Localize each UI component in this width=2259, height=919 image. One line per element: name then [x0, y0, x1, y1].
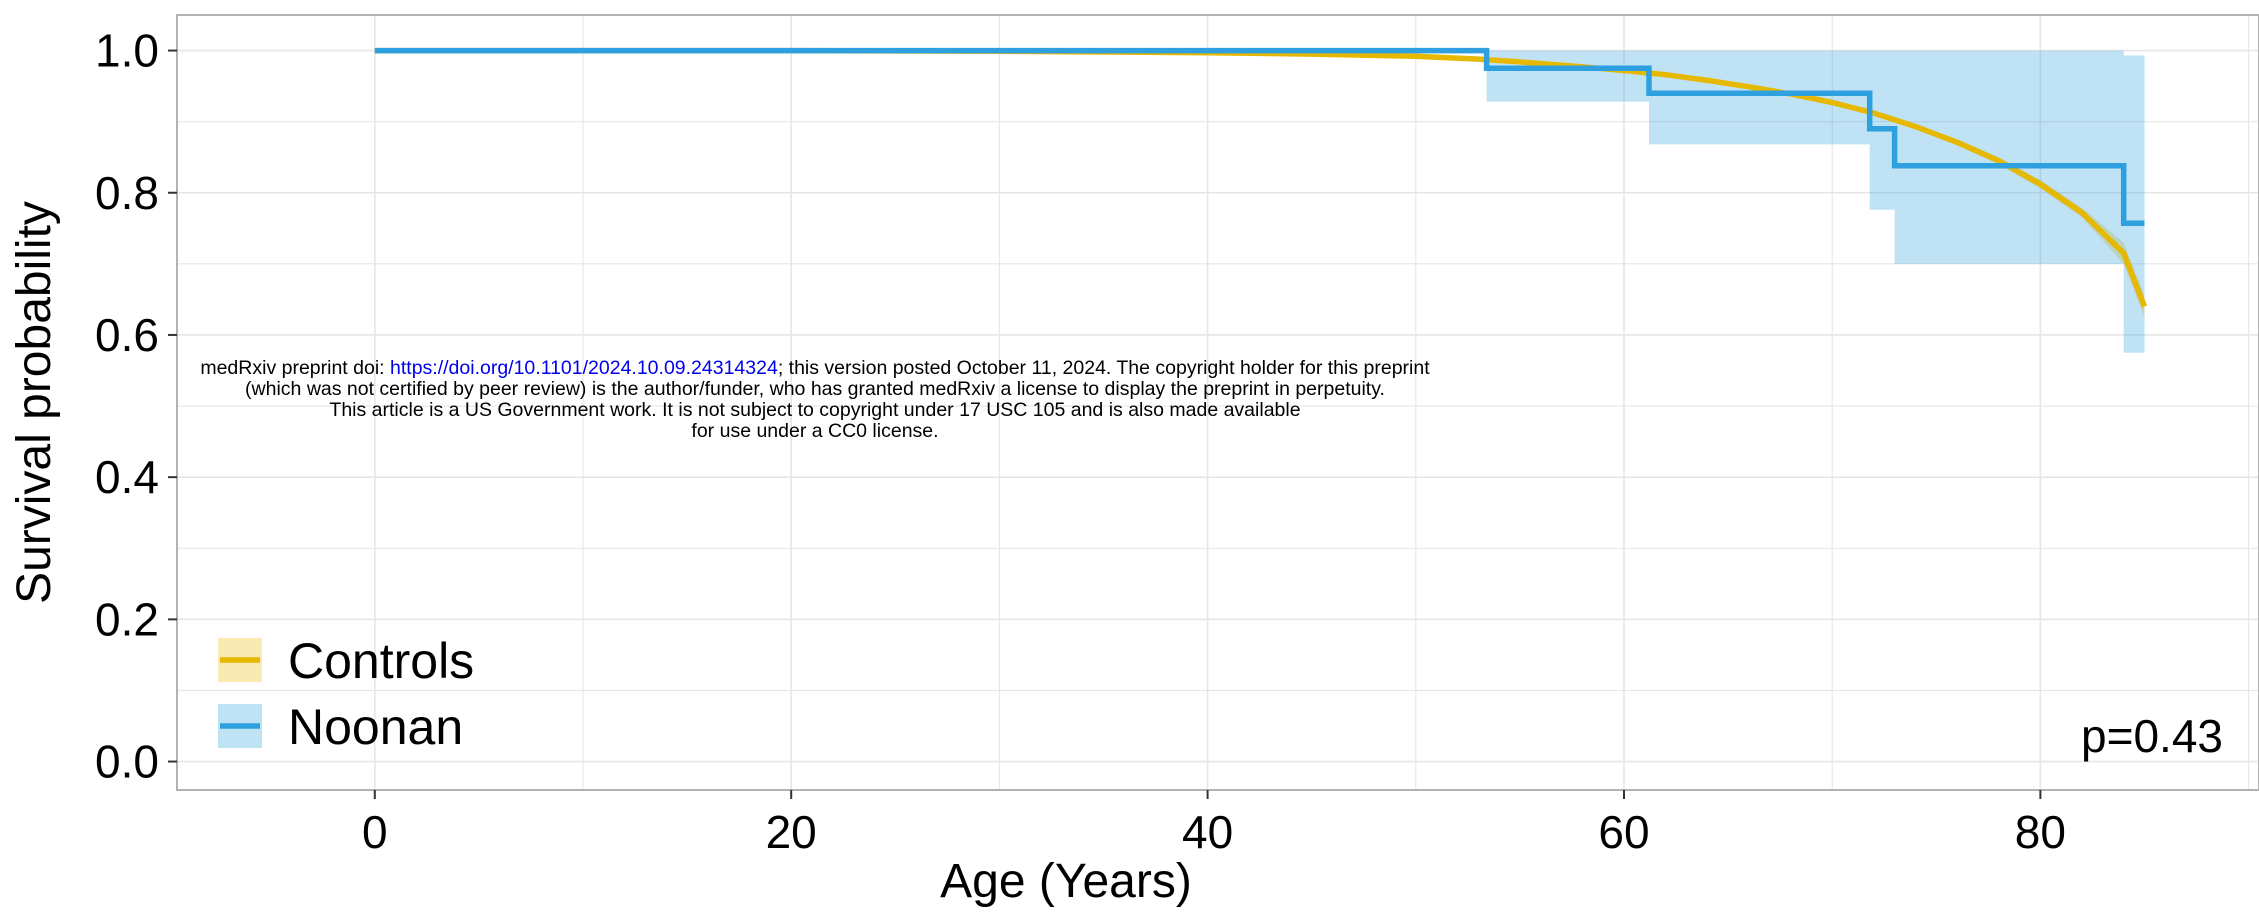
- notice-line-1-prefix: medRxiv preprint doi:: [200, 357, 391, 379]
- notice-line-1-suffix: ; this version posted October 11, 2024. …: [777, 357, 1430, 379]
- x-tick-label: 20: [766, 806, 817, 858]
- legend-label-noonan: Noonan: [288, 699, 463, 755]
- notice-line-4: for use under a CC0 license.: [691, 420, 939, 442]
- plot-panel-border: [176, 14, 2259, 791]
- x-axis-title: Age (Years): [940, 855, 1192, 908]
- y-tick-label: 0.2: [95, 593, 159, 645]
- x-tick-label: 0: [362, 806, 388, 858]
- y-tick-label: 0.8: [95, 167, 159, 219]
- y-tick-label: 0.4: [95, 451, 159, 503]
- legend-label-controls: Controls: [288, 633, 474, 689]
- x-tick-label: 80: [2015, 806, 2066, 858]
- notice-line-3: This article is a US Government work. It…: [329, 399, 1301, 421]
- doi-link[interactable]: https://doi.org/10.1101/2024.10.09.24314…: [390, 357, 778, 379]
- notice-line-2: (which was not certified by peer review)…: [245, 378, 1385, 400]
- preprint-notice: medRxiv preprint doi: https://doi.org/10…: [40, 358, 1590, 442]
- y-tick-label: 0.6: [95, 309, 159, 361]
- notice-line-1: medRxiv preprint doi: https://doi.org/10…: [40, 358, 1590, 379]
- axis-ticks: 0 20 40 60 80 0.0 0.2 0.4 0.6 0.8 1.0: [95, 25, 2066, 858]
- x-tick-label: 60: [1598, 806, 1649, 858]
- confidence-bands: [374, 50, 2145, 353]
- y-tick-label: 0.0: [95, 736, 159, 788]
- survival-curve-noonan: [374, 47, 2145, 227]
- ci-band-noonan: [374, 50, 2145, 353]
- grid-lines: [177, 15, 2259, 790]
- y-tick-label: 1.0: [95, 25, 159, 77]
- x-tick-label: 40: [1182, 806, 1233, 858]
- survival-curves: [374, 47, 2148, 308]
- legend: Controls Noonan: [218, 633, 474, 755]
- y-axis-title: Survival probability: [8, 201, 61, 604]
- p-value-annotation: p=0.43: [2081, 710, 2223, 762]
